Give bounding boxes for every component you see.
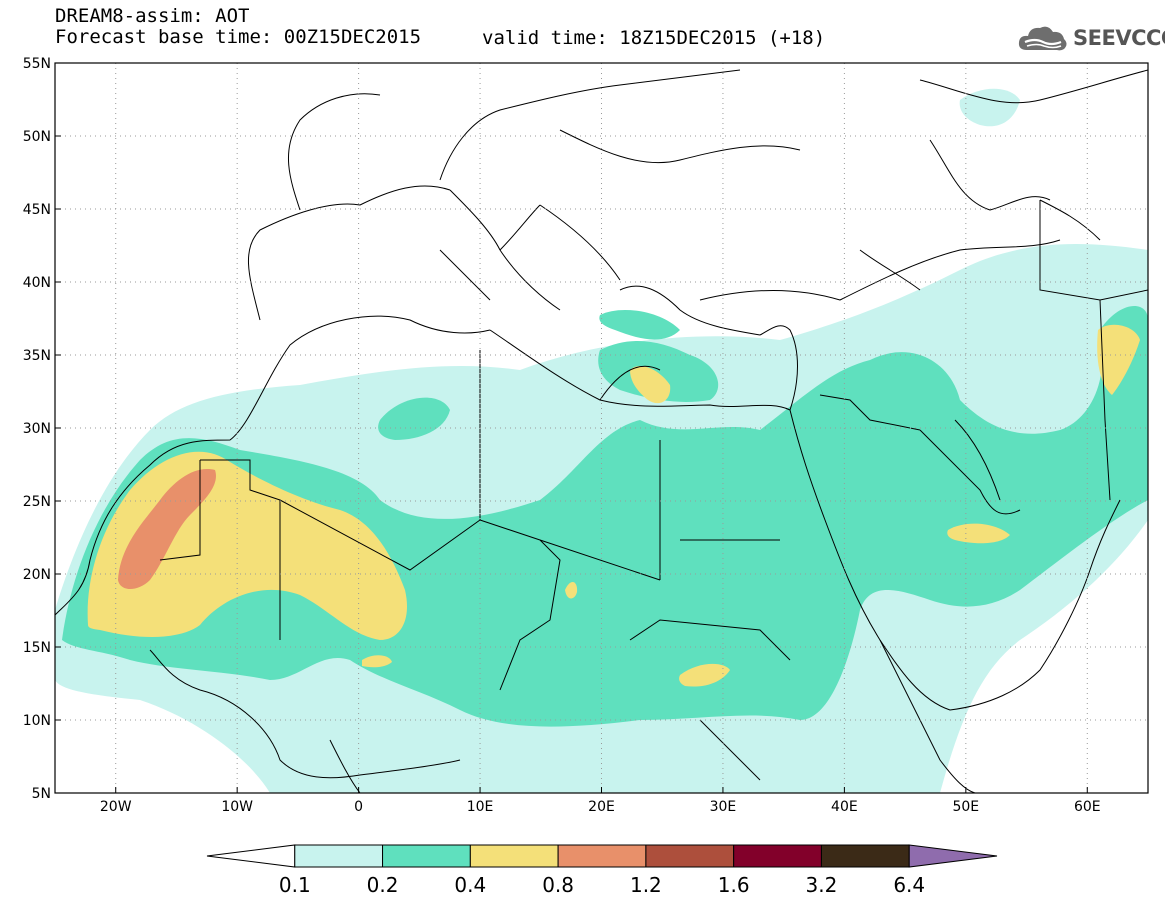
colorbar-under-triangle — [206, 844, 296, 868]
forecast-base-time: Forecast base time: 00Z15DEC2015 — [55, 26, 422, 48]
colorbar-over-triangle — [908, 844, 998, 868]
seevccc-logo: SEEVCCC — [1017, 20, 1165, 56]
latitude-labels: 55N 50N 45N 40N 35N 30N 25N 20N 15N 10N 5N — [23, 56, 51, 802]
lon-tick-label: 40E — [831, 799, 858, 815]
product-title: DREAM8-assim: AOT — [55, 5, 250, 27]
lat-tick-label: 10N — [23, 713, 51, 729]
colorbar-label: 0.4 — [454, 873, 486, 897]
lon-tick-label: 10W — [221, 799, 253, 815]
logo-text: SEEVCCC — [1073, 26, 1165, 50]
lat-tick-label: 20N — [23, 567, 51, 583]
colorbar-box — [645, 844, 735, 868]
lon-tick-label: 50E — [952, 799, 979, 815]
colorbar-label: 0.8 — [542, 873, 574, 897]
lon-tick-label: 30E — [710, 799, 737, 815]
colorbar-label: 0.2 — [367, 873, 399, 897]
aot-colorbar: 0.1 0.2 0.4 0.8 1.2 1.6 3.2 6.4 — [206, 844, 998, 897]
colorbar-box — [733, 844, 822, 868]
colorbar-label: 6.4 — [893, 873, 925, 897]
graticule — [55, 63, 1148, 793]
lat-tick-label: 25N — [23, 494, 51, 510]
lat-tick-label: 30N — [23, 421, 51, 437]
lat-tick-label: 50N — [23, 129, 51, 145]
axis-ticks — [55, 62, 1088, 794]
cloud-icon — [1018, 26, 1067, 51]
colorbar-box — [820, 844, 910, 868]
lon-tick-label: 20W — [100, 799, 132, 815]
colorbar-label: 3.2 — [806, 873, 838, 897]
colorbar-box — [469, 844, 559, 868]
longitude-labels: 20W 10W 0 10E 20E 30E 40E 50E 60E — [100, 799, 1101, 815]
lon-tick-label: 10E — [467, 799, 494, 815]
lat-tick-label: 15N — [23, 640, 51, 656]
colorbar-label: 1.2 — [630, 873, 662, 897]
lon-tick-label: 0 — [354, 799, 363, 815]
lon-tick-label: 20E — [588, 799, 615, 815]
colorbar-box — [382, 844, 471, 868]
lat-tick-label: 45N — [23, 202, 51, 218]
colorbar-box — [557, 844, 647, 868]
lat-tick-label: 40N — [23, 275, 51, 291]
lat-tick-label: 5N — [32, 786, 51, 802]
valid-time: valid time: 18Z15DEC2015 (+18) — [482, 27, 826, 49]
aot-band-0.2-0.4 — [62, 306, 1148, 727]
lat-tick-label: 35N — [23, 348, 51, 364]
lat-tick-label: 55N — [23, 56, 51, 72]
lon-tick-label: 60E — [1074, 799, 1101, 815]
coastlines-borders — [55, 69, 1148, 793]
colorbar-label: 0.1 — [279, 873, 311, 897]
aot-band-0.8-1.2 — [118, 469, 216, 589]
colorbar-box — [294, 844, 384, 868]
colorbar-label: 1.6 — [718, 873, 750, 897]
aot-field — [55, 63, 1148, 793]
